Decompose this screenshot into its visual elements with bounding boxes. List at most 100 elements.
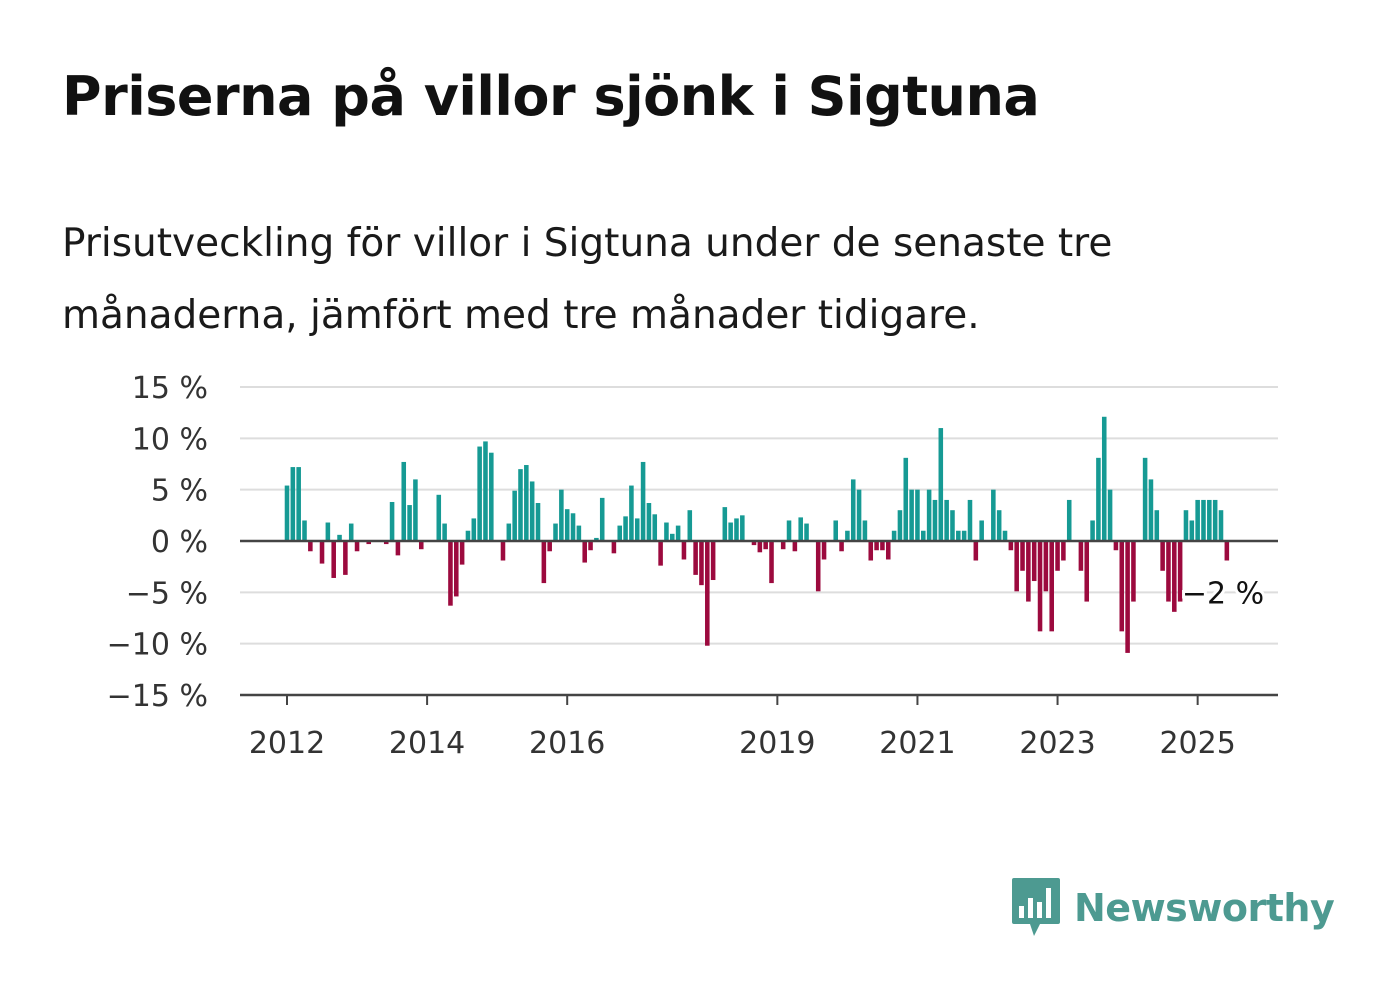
bar bbox=[1061, 541, 1066, 561]
bar bbox=[868, 541, 874, 561]
bar bbox=[1090, 520, 1095, 541]
bar bbox=[780, 541, 786, 550]
bar bbox=[582, 541, 587, 563]
bar bbox=[693, 541, 698, 575]
x-tick-label: 2025 bbox=[1159, 726, 1235, 761]
bar bbox=[617, 525, 623, 541]
bar bbox=[944, 499, 949, 541]
bar bbox=[331, 541, 336, 578]
bar bbox=[1113, 541, 1119, 551]
brand-name: Newsworthy bbox=[1074, 886, 1335, 930]
bar bbox=[599, 497, 605, 541]
x-tick-label: 2014 bbox=[389, 726, 465, 761]
bar bbox=[354, 541, 360, 552]
bar bbox=[611, 541, 617, 554]
bar bbox=[710, 541, 716, 581]
bar bbox=[308, 541, 313, 552]
bar bbox=[833, 520, 839, 541]
bar bbox=[512, 490, 517, 541]
x-tick-label: 2019 bbox=[739, 726, 815, 761]
bar bbox=[594, 537, 599, 541]
bar bbox=[529, 481, 535, 541]
bar bbox=[325, 522, 331, 541]
bar bbox=[675, 525, 681, 541]
y-tick-label: −10 % bbox=[107, 628, 208, 663]
bar bbox=[1201, 499, 1206, 541]
bar bbox=[553, 523, 558, 541]
bar bbox=[903, 457, 909, 541]
bar bbox=[1014, 541, 1019, 592]
bar bbox=[1177, 541, 1183, 602]
bar bbox=[1148, 479, 1154, 541]
bar bbox=[623, 516, 628, 541]
bar bbox=[804, 523, 809, 541]
y-tick-label: 0 % bbox=[151, 525, 208, 560]
bar bbox=[769, 541, 774, 584]
newsworthy-logo-icon bbox=[1012, 878, 1060, 936]
bar bbox=[1125, 541, 1130, 653]
bar bbox=[991, 489, 996, 541]
bar bbox=[284, 485, 290, 541]
bar bbox=[1207, 499, 1212, 541]
end-value-label: −2 % bbox=[1182, 576, 1264, 611]
bar bbox=[366, 541, 372, 545]
bar bbox=[815, 541, 821, 592]
bar bbox=[1172, 541, 1177, 612]
bar bbox=[757, 541, 763, 553]
bar bbox=[1020, 541, 1025, 571]
bar bbox=[1026, 541, 1031, 602]
bar bbox=[950, 510, 955, 541]
bar bbox=[1195, 499, 1200, 541]
bar bbox=[418, 541, 424, 550]
bar bbox=[921, 530, 926, 541]
bar bbox=[1212, 499, 1218, 541]
y-tick-label: 5 % bbox=[151, 474, 208, 509]
bar bbox=[1037, 541, 1043, 632]
bar bbox=[442, 523, 447, 541]
x-tick-label: 2023 bbox=[1019, 726, 1095, 761]
bar bbox=[792, 541, 798, 552]
bar bbox=[1119, 541, 1125, 632]
bar bbox=[681, 541, 687, 560]
bar bbox=[454, 541, 459, 597]
bar bbox=[465, 530, 471, 541]
bar bbox=[973, 541, 979, 561]
bar bbox=[996, 510, 1002, 541]
bar bbox=[850, 479, 856, 541]
bar bbox=[751, 541, 757, 546]
bar bbox=[535, 503, 541, 541]
bar bbox=[664, 522, 669, 541]
bar bbox=[1183, 510, 1189, 541]
bar bbox=[489, 452, 494, 541]
bar bbox=[798, 517, 803, 541]
bar bbox=[839, 541, 844, 552]
bar bbox=[1002, 530, 1008, 541]
bar bbox=[646, 503, 652, 541]
bar-chart: 15 % 10 % 5 % 0 % −5 % −10 % −15 % 2012 2014 2016… bbox=[107, 371, 1278, 761]
bar bbox=[1008, 541, 1014, 551]
y-tick-label: −15 % bbox=[107, 679, 208, 714]
bar bbox=[705, 541, 710, 646]
bar bbox=[348, 523, 354, 541]
bar bbox=[1160, 541, 1165, 571]
bar bbox=[1107, 489, 1113, 541]
bar bbox=[1131, 541, 1136, 602]
x-tick-label: 2021 bbox=[879, 726, 955, 761]
bar bbox=[290, 467, 296, 541]
bar bbox=[699, 541, 704, 586]
bar bbox=[880, 541, 885, 551]
bar bbox=[687, 510, 693, 541]
bar bbox=[938, 428, 944, 541]
bar bbox=[967, 499, 973, 541]
bar bbox=[856, 489, 862, 541]
bar bbox=[477, 446, 482, 541]
bar bbox=[1189, 520, 1195, 541]
bar bbox=[821, 541, 827, 560]
bar bbox=[909, 489, 914, 541]
brand-logo[interactable]: Newsworthy bbox=[1010, 876, 1335, 940]
bar bbox=[629, 485, 634, 541]
bar bbox=[722, 507, 728, 541]
y-tick-label: −5 % bbox=[126, 576, 208, 611]
bar bbox=[1031, 541, 1037, 582]
x-tick-label: 2016 bbox=[529, 726, 605, 761]
